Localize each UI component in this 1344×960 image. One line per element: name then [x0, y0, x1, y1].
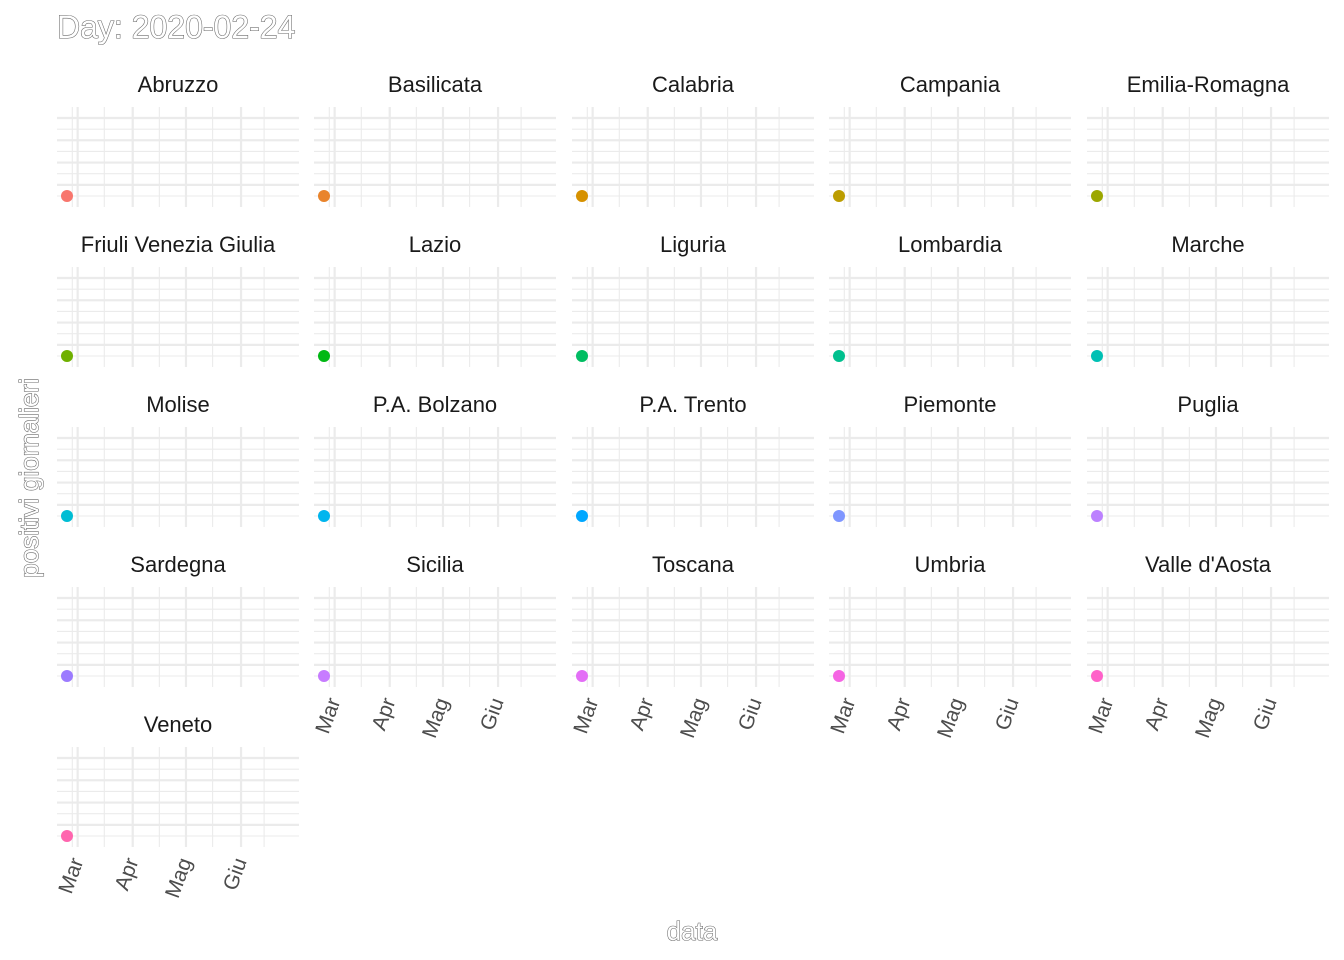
data-point [1091, 350, 1103, 362]
facet-strip-label: Veneto [144, 712, 213, 737]
facet-panel: Toscana Mar Apr Mag Giu [569, 552, 814, 741]
data-point [576, 510, 588, 522]
data-point [1091, 190, 1103, 202]
facet-strip-label: Sicilia [406, 552, 464, 577]
x-tick-label: Apr [1141, 695, 1174, 734]
facet-panel: Abruzzo [57, 72, 299, 207]
data-point [61, 510, 73, 522]
x-tick-label: Mar [54, 855, 88, 897]
data-point [1091, 510, 1103, 522]
facet-panel: Calabria [572, 72, 814, 207]
facet-panel: Umbria Mar Apr Mag Giu [826, 552, 1071, 741]
x-tick-label: Giu [1249, 695, 1282, 734]
x-tick-label: Mag [933, 695, 969, 741]
facet-strip-label: Sardegna [130, 552, 226, 577]
facet-panel: Valle d'Aosta Mar Apr Mag Giu [1084, 552, 1329, 741]
x-tick-label: Mar [569, 695, 603, 737]
facet-strip-label: Valle d'Aosta [1145, 552, 1272, 577]
x-tick-label: Mar [311, 695, 345, 737]
data-point [318, 350, 330, 362]
facet-strip-label: P.A. Trento [639, 392, 746, 417]
x-tick-label: Mar [826, 695, 860, 737]
data-point [61, 350, 73, 362]
data-point [833, 510, 845, 522]
facet-panel: Piemonte [829, 392, 1071, 527]
x-tick-label: Giu [734, 695, 767, 734]
facet-panel: P.A. Bolzano [314, 392, 556, 527]
data-point [576, 190, 588, 202]
data-point [318, 510, 330, 522]
facet-strip-label: Lazio [409, 232, 462, 257]
facet-strip-label: Friuli Venezia Giulia [81, 232, 276, 257]
facet-strip-label: Piemonte [904, 392, 997, 417]
facet-strip-label: Molise [146, 392, 210, 417]
facet-strip-label: Marche [1171, 232, 1244, 257]
facet-strip-label: Abruzzo [138, 72, 219, 97]
data-point [61, 190, 73, 202]
facet-panel: Campania [829, 72, 1071, 207]
facet-strip-label: Puglia [1177, 392, 1239, 417]
facet-panel: Friuli Venezia Giulia [57, 232, 299, 367]
facet-panel: Puglia [1087, 392, 1329, 527]
data-point [576, 670, 588, 682]
facet-panel: P.A. Trento [572, 392, 814, 527]
data-point [61, 830, 73, 842]
facet-strip-label: Campania [900, 72, 1001, 97]
data-point [318, 190, 330, 202]
facet-panel: Molise [57, 392, 299, 527]
y-axis-label: positivi giornalieri [14, 378, 44, 577]
facet-panel: Emilia-Romagna [1087, 72, 1329, 207]
x-tick-label: Mag [161, 855, 197, 901]
chart-title: Day: 2020-02-24 [57, 9, 295, 45]
x-axis-label: data [667, 916, 718, 946]
x-tick-label: Apr [111, 855, 144, 894]
facet-strip-label: Umbria [915, 552, 987, 577]
data-point [833, 190, 845, 202]
x-tick-label: Giu [476, 695, 509, 734]
facet-panel: Lazio [314, 232, 556, 367]
x-tick-label: Mag [1191, 695, 1227, 741]
data-point [833, 670, 845, 682]
x-tick-label: Giu [219, 855, 252, 894]
x-tick-label: Mar [1084, 695, 1118, 737]
x-tick-label: Apr [368, 695, 401, 734]
x-tick-label: Mag [418, 695, 454, 741]
facet-panels: Abruzzo Basilicata Calabria Campania Emilia-… [54, 72, 1329, 901]
facet-panel: Lombardia [829, 232, 1071, 367]
x-tick-label: Apr [626, 695, 659, 734]
facet-panel: Sicilia Mar Apr Mag Giu [311, 552, 556, 741]
data-point [833, 350, 845, 362]
data-point [318, 670, 330, 682]
facet-panel: Basilicata [314, 72, 556, 207]
facet-panel: Marche [1087, 232, 1329, 367]
facet-strip-label: Toscana [652, 552, 735, 577]
x-tick-label: Giu [991, 695, 1024, 734]
facet-strip-label: Liguria [660, 232, 727, 257]
data-point [576, 350, 588, 362]
facet-strip-label: Lombardia [898, 232, 1003, 257]
facet-strip-label: Basilicata [388, 72, 483, 97]
x-tick-label: Mag [676, 695, 712, 741]
facet-panel: Veneto Mar Apr Mag Giu [54, 712, 299, 901]
data-point [1091, 670, 1103, 682]
facet-panel: Sardegna [57, 552, 299, 687]
x-tick-label: Apr [883, 695, 916, 734]
facet-panel: Liguria [572, 232, 814, 367]
facet-strip-label: P.A. Bolzano [373, 392, 497, 417]
data-point [61, 670, 73, 682]
facet-strip-label: Calabria [652, 72, 735, 97]
facet-strip-label: Emilia-Romagna [1127, 72, 1290, 97]
